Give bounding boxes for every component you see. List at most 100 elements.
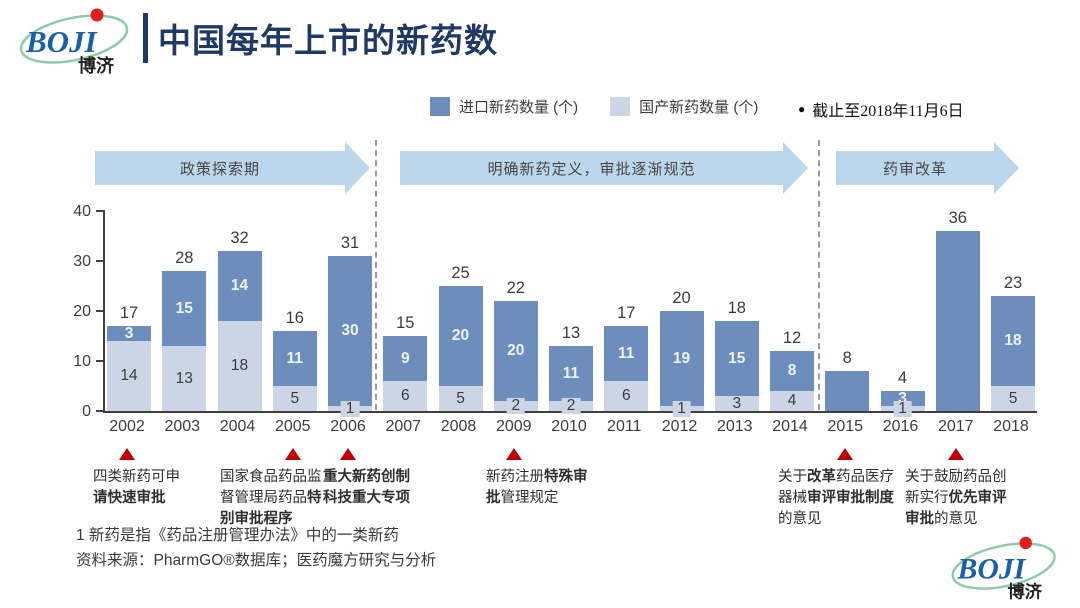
- bar-2014: 12 8 4: [770, 329, 814, 411]
- segment-value-label: 30: [341, 322, 359, 339]
- seg-domestic-2006: 1: [328, 400, 372, 417]
- seg-imported-2006: 30: [328, 256, 372, 406]
- segment-value-label: 19: [672, 349, 691, 367]
- bar-2015: 8: [825, 349, 870, 411]
- bar-2013: 18 15 3: [714, 299, 759, 412]
- phase-divider: [375, 140, 377, 410]
- seg-imported-2018: 18: [991, 296, 1035, 386]
- bar-2008: 25 20 5: [438, 264, 483, 411]
- logo-cn: 博济: [1007, 582, 1042, 602]
- seg-domestic-2014: 4: [770, 391, 814, 411]
- bars-container: 17 3 14 28 15 13 32 14 18 16 11 5 31 30 1 15 9 6 25 20 5 22 20…: [107, 209, 1035, 417]
- segment-value-label: 15: [728, 349, 746, 367]
- seg-domestic-2003: 13: [162, 346, 207, 411]
- x-label-2010: 2010: [551, 418, 587, 435]
- segment-value-label: 18: [1004, 332, 1022, 349]
- milestone-marker-2015: [837, 448, 854, 460]
- bullet-icon: ●: [798, 101, 806, 116]
- seg-domestic-2016: 1: [880, 400, 925, 417]
- logo-wordmark: BOJI: [25, 24, 98, 59]
- phase-arrow-policy-exploration: 政策探索期: [95, 142, 370, 194]
- legend-item-domestic: 国产新药数量 (个): [610, 96, 758, 117]
- x-label-2008: 2008: [440, 418, 477, 435]
- total-label-2011: 17: [617, 304, 636, 322]
- segment-value-label: 11: [562, 364, 580, 382]
- segment-value-label: 15: [175, 299, 193, 317]
- seg-domestic-2007: 6: [383, 381, 428, 411]
- arrow-tip-icon: [345, 142, 370, 194]
- total-label-2015: 8: [842, 349, 852, 367]
- domestic-swatch-icon: [610, 97, 631, 116]
- y-tick-mark: [96, 410, 103, 412]
- seg-domestic-2018: 5: [991, 386, 1035, 411]
- bar-2005: 16 11 5: [272, 309, 317, 411]
- bar-2002: 17 3 14: [107, 304, 151, 411]
- x-label-2002: 2002: [109, 418, 145, 435]
- segment-value-label: 4: [787, 392, 797, 409]
- y-tick-mark: [96, 360, 103, 362]
- seg-imported-2017: [935, 231, 980, 411]
- x-label-2009: 2009: [495, 418, 532, 435]
- seg-domestic-2008: 5: [438, 386, 483, 411]
- legend-label-domestic: 国产新药数量 (个): [639, 99, 759, 116]
- bar-2012: 20 19 1: [659, 289, 704, 417]
- x-label-2006: 2006: [330, 418, 366, 435]
- total-label-2010: 13: [561, 324, 581, 342]
- bar-2009: 22 20 2: [493, 279, 538, 414]
- x-label-2012: 2012: [661, 418, 698, 435]
- seg-imported-2009: 20: [493, 301, 538, 401]
- seg-imported-2003: 15: [162, 271, 207, 346]
- total-label-2007: 15: [396, 314, 415, 332]
- y-tick-label: 30: [73, 253, 91, 270]
- x-label-2007: 2007: [385, 418, 422, 435]
- date-note-text: 截止至2018年11月6日: [812, 103, 964, 120]
- seg-imported-2010: 11: [549, 346, 593, 401]
- milestone-marker-2009: [505, 448, 522, 460]
- segment-value-label: 5: [456, 389, 465, 407]
- seg-imported-2016: 3: [880, 390, 925, 406]
- seg-imported-2015: [825, 371, 870, 411]
- milestone-marker-2006: [340, 448, 356, 460]
- segment-value-label: 3: [732, 394, 742, 412]
- page-title: 中国每年上市的新药数: [158, 22, 498, 59]
- segment-value-label: 2: [506, 398, 526, 414]
- seg-domestic-2013: 3: [714, 394, 759, 412]
- phase-divider: [818, 140, 820, 410]
- segment-value-label: 5: [1008, 389, 1018, 407]
- milestone-text-2015: 关于改革药品医疗器械审评审批制度的意见: [778, 469, 894, 527]
- milestone-marker-2005: [284, 448, 301, 460]
- bar-2006: 31 30 1: [328, 234, 372, 417]
- seg-imported-2002: 3: [107, 325, 151, 341]
- footnote-line: 资料来源：PharmGO®数据库；医药魔方研究与分析: [76, 552, 437, 569]
- total-label-2003: 28: [175, 249, 194, 267]
- segment-value-label: 6: [621, 387, 631, 404]
- title-divider: [143, 13, 148, 63]
- x-axis-labels: 2002 2003 2004 2005 2006 2007 2008 2009 2010 2011…: [105, 418, 1033, 436]
- milestone-text-2006: 重大新药创制科技重大专项: [323, 469, 410, 506]
- arrow-tip-icon: [994, 142, 1019, 194]
- logo-wordmark: BOJI: [957, 553, 1027, 586]
- phase-label: 药审改革: [882, 160, 947, 178]
- x-label-2013: 2013: [716, 418, 753, 435]
- segment-value-label: 5: [290, 389, 300, 407]
- footnote-line: 1 新药是指《药品注册管理办法》中的一类新药: [76, 527, 399, 544]
- total-label-2012: 20: [672, 289, 691, 307]
- total-label-2018: 23: [1003, 274, 1023, 292]
- segment-value-label: 14: [120, 367, 138, 384]
- x-label-2003: 2003: [164, 418, 201, 435]
- milestone-marker-2002: [119, 448, 135, 460]
- boji-logo: BOJI 博济: [951, 536, 1056, 602]
- seg-imported-2008: 20: [438, 286, 483, 386]
- segment-value-label: 1: [893, 400, 912, 417]
- y-tick-label: 40: [73, 203, 91, 220]
- segment-value-label: 14: [230, 277, 249, 294]
- boji-logo: BOJI 博济: [19, 8, 129, 76]
- seg-imported-2012: 19: [659, 311, 704, 406]
- phase-label: 政策探索期: [179, 160, 260, 178]
- y-tick-mark: [96, 260, 103, 262]
- red-dot-icon: [1019, 536, 1032, 550]
- seg-domestic-2009: 2: [493, 398, 538, 414]
- total-label-2009: 22: [506, 279, 525, 297]
- seg-imported-2013: 15: [714, 321, 759, 396]
